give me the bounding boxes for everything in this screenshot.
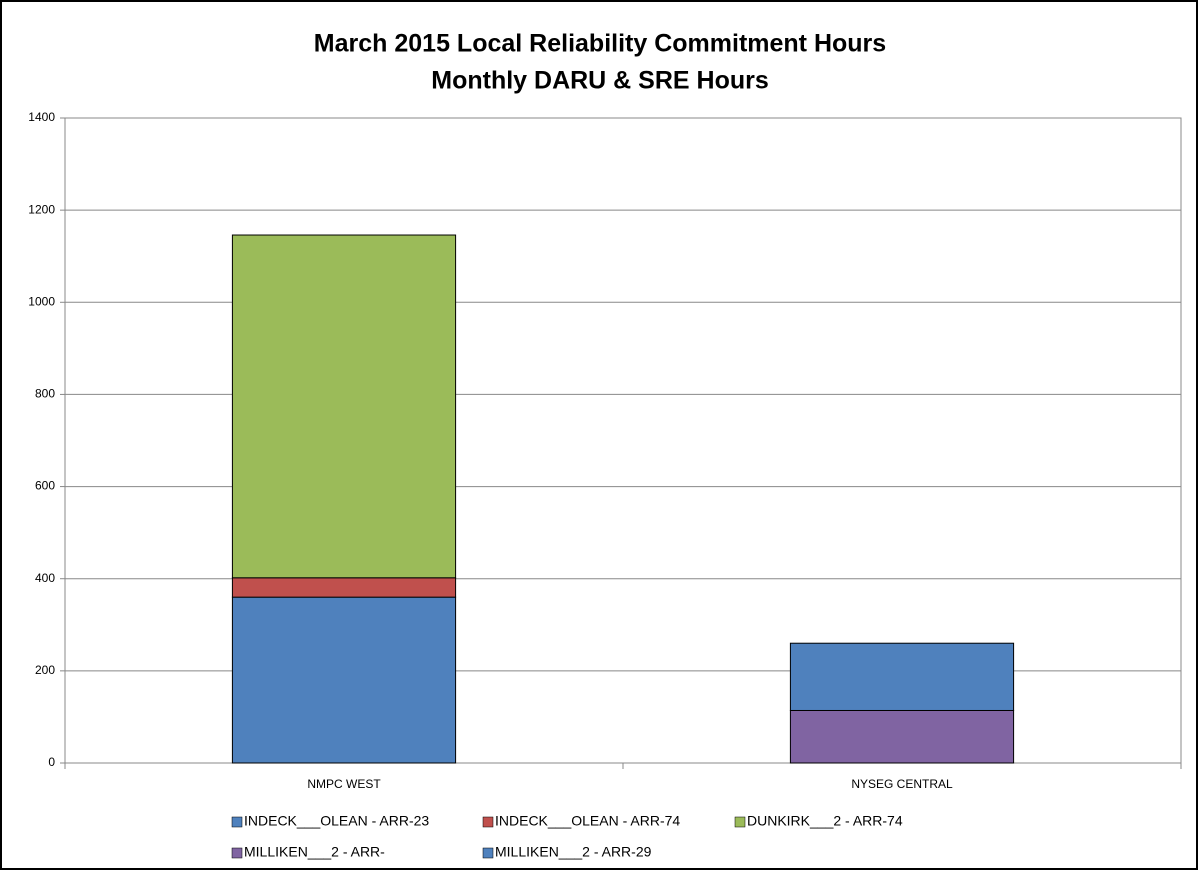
legend-label: INDECK___OLEAN - ARR-23 [244,813,429,829]
y-tick-label: 400 [35,571,55,585]
y-tick-label: 200 [35,663,55,677]
legend-swatch [482,816,494,828]
y-tick-label: 1400 [28,110,55,124]
bar-segment [231,577,457,598]
legend-swatch [231,847,243,859]
chart-subtitle: Monthly DARU & SRE Hours [431,67,769,95]
bar-segment [789,709,1015,764]
chart-title: March 2015 Local Reliability Commitment … [314,30,886,58]
legend-label: INDECK___OLEAN - ARR-74 [495,813,680,829]
y-tick-label: 800 [35,387,55,401]
x-tick-label: NYSEG CENTRAL [851,777,953,791]
bar-segment [231,596,457,764]
legend-swatch [734,816,746,828]
y-tick-label: 1200 [28,202,55,216]
legend-swatch [482,847,494,859]
y-tick-label: 1000 [28,294,55,308]
legend-label: MILLIKEN___2 - ARR- [244,844,385,860]
bar-segment [231,234,457,579]
y-tick-label: 600 [35,479,55,493]
legend-label: MILLIKEN___2 - ARR-29 [495,844,652,860]
x-tick-label: NMPC WEST [307,777,381,791]
legend-swatch [231,816,243,828]
bar-segment [789,642,1015,711]
y-tick-label: 0 [48,755,55,769]
legend-label: DUNKIRK___2 - ARR-74 [747,813,903,829]
